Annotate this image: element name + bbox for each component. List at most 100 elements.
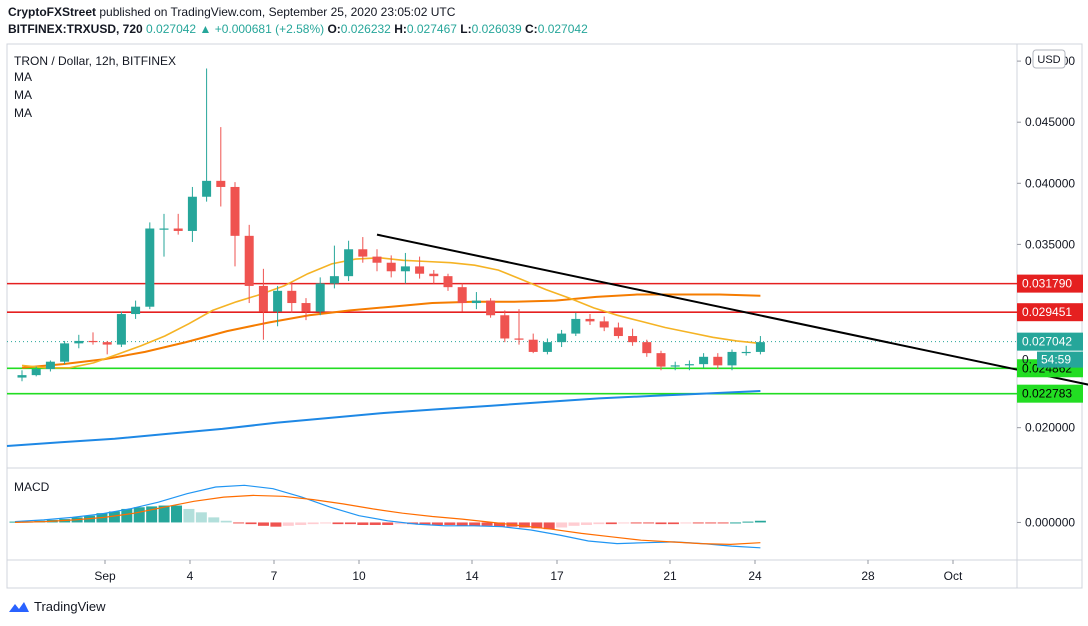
last-price-label: 0.027042 (1022, 335, 1072, 349)
candle-body (741, 351, 751, 354)
candle-body (258, 285, 268, 312)
tradingview-logo-icon (9, 601, 29, 612)
candle-body (429, 273, 439, 277)
x-tick-label: Sep (94, 569, 116, 583)
candle-body (273, 290, 283, 312)
macd-histogram-bar (667, 522, 679, 525)
x-tick-label: 17 (550, 569, 564, 583)
candle-body (116, 314, 126, 345)
candle-body (684, 364, 694, 366)
x-tick-label: 14 (465, 569, 479, 583)
candle-body (187, 196, 197, 231)
candle-body (372, 256, 382, 263)
candle-body (415, 266, 425, 274)
macd-histogram-bar (730, 522, 742, 524)
macd-histogram-bar (431, 522, 443, 525)
footer-brand[interactable]: TradingView (34, 599, 106, 614)
candle-body (287, 290, 297, 304)
macd-histogram-bar (171, 505, 183, 523)
candle-body (315, 283, 325, 312)
macd-histogram-bar (295, 522, 307, 525)
macd-histogram-bar (146, 506, 158, 523)
close-value: 0.027042 (537, 22, 588, 36)
countdown-label: 54:59 (1041, 353, 1071, 367)
macd-histogram-bar (195, 512, 207, 523)
candle-body (131, 306, 141, 315)
macd-histogram-bar (456, 522, 468, 526)
candle-body (500, 315, 510, 339)
macd-legend[interactable]: MACD (14, 480, 50, 494)
macd-histogram-bar (494, 522, 506, 527)
macd-histogram-bar (518, 522, 530, 528)
ma-slow-line (6, 390, 761, 447)
macd-histogram-bar (444, 522, 456, 525)
candle-body (755, 342, 765, 352)
candle-body (400, 266, 410, 272)
up-arrow-icon: ▲ (199, 22, 212, 36)
candle-body (244, 235, 254, 286)
candle-body (457, 287, 467, 304)
macd-histogram-bar (307, 522, 319, 525)
level-label: 0.031790 (1022, 277, 1072, 291)
macd-histogram-bar (605, 522, 617, 525)
candle-body (31, 369, 41, 376)
candle-body (344, 249, 354, 277)
price-axis[interactable]: 0.0500000.0450000.0400000.0350000.020000… (1017, 49, 1083, 529)
macd-histogram-bar (245, 522, 257, 525)
time-axis[interactable]: Sep 4 7 10 14 17 21 24 28 Oct (94, 560, 963, 583)
candle-body (628, 336, 638, 343)
open-label: O: (327, 22, 341, 36)
x-tick-label: 4 (187, 569, 194, 583)
candle-body (230, 186, 240, 236)
last-price-badge (1017, 332, 1083, 351)
candle-body (358, 249, 368, 257)
candle-body (514, 338, 524, 340)
candle-body (102, 342, 112, 345)
candle-body (670, 365, 680, 367)
y-tick-label: 0.040000 (1025, 176, 1075, 190)
x-tick-label: 7 (271, 569, 278, 583)
ma-legend-3[interactable]: MA (14, 106, 32, 120)
macd-histogram-bar (282, 522, 294, 526)
open-value: 0.026232 (340, 22, 391, 36)
macd-histogram-bar (469, 522, 481, 526)
macd-histogram-bar (643, 522, 655, 524)
candle-body (159, 228, 169, 230)
candle-body (301, 303, 311, 312)
macd-histogram-bar (382, 522, 394, 525)
y-tick-label: 0.045000 (1025, 115, 1075, 129)
macd-signal-line (14, 494, 761, 546)
macd-histogram-bar (593, 522, 605, 525)
level-label: 0.029451 (1022, 305, 1072, 319)
ma-legend-2[interactable]: MA (14, 88, 32, 102)
candle-body (45, 361, 55, 370)
macd-histogram-bar (133, 507, 145, 523)
macd-histogram-bar (208, 517, 220, 523)
level-badge (1017, 384, 1083, 403)
macd-histogram-bar (357, 522, 369, 525)
macd-histogram-bar (344, 522, 356, 525)
candle-body (642, 342, 652, 354)
candle-body (699, 356, 709, 365)
ohlc-line: BITFINEX:TRXUSD, 720 0.027042 ▲ +0.00068… (8, 22, 588, 36)
candle-body (471, 300, 481, 304)
horizontal-levels (7, 282, 1017, 395)
candle-body (713, 356, 723, 366)
currency-badge (1032, 49, 1066, 69)
macd-histogram-bar (332, 522, 344, 525)
macd-histogram-bar (568, 522, 580, 526)
candle-body (386, 262, 396, 272)
candle-body (542, 342, 552, 352)
countdown-badge (1037, 351, 1083, 368)
candle-body (60, 343, 70, 362)
ma-legend-1[interactable]: MA (14, 70, 32, 84)
candle-body (145, 228, 155, 307)
macd-histogram-bar (630, 522, 642, 524)
author-name[interactable]: CryptoFXStreet (8, 5, 97, 19)
close-label: C: (525, 22, 538, 36)
level-badge (1017, 274, 1083, 293)
macd-histogram-bar (158, 505, 170, 523)
level-badge (1017, 303, 1083, 322)
macd-histogram-bar (580, 522, 592, 525)
